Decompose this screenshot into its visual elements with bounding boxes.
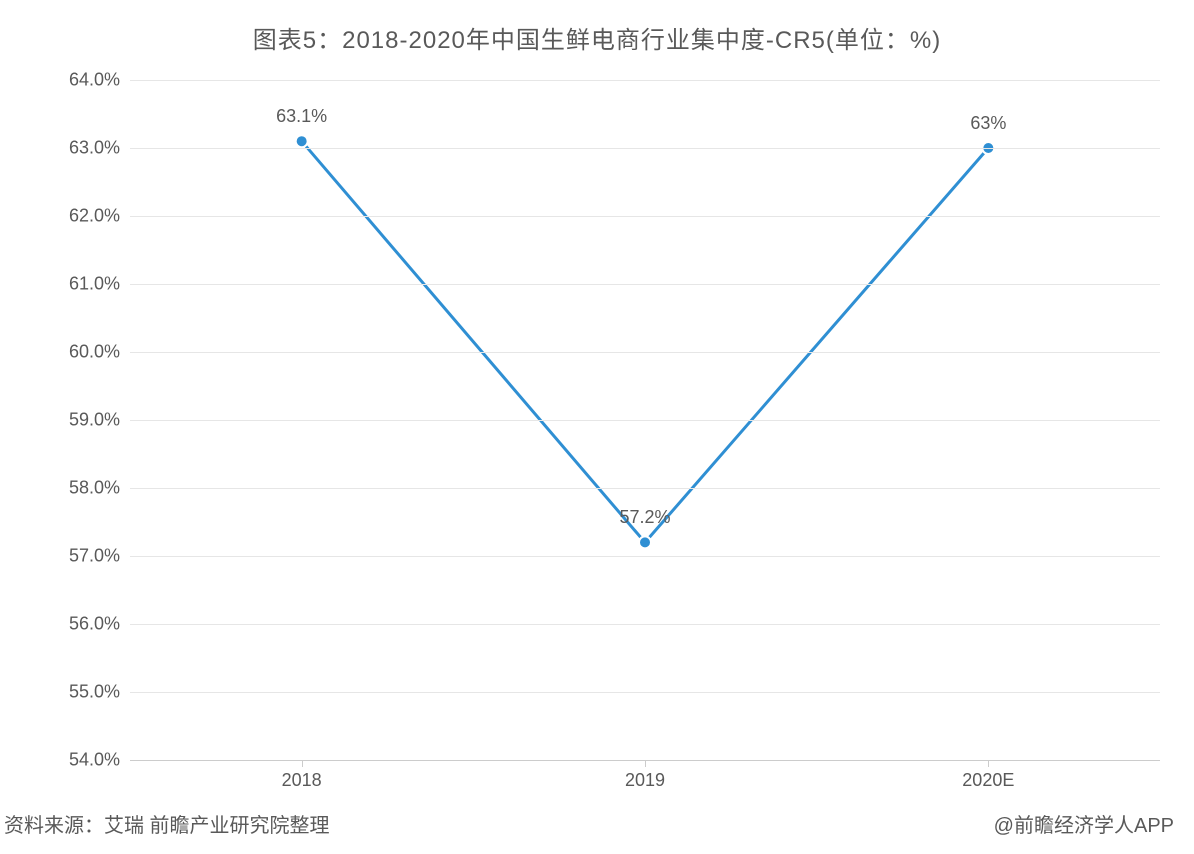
y-tick-label: 64.0% (10, 70, 120, 91)
x-tick-label: 2020E (962, 770, 1014, 791)
chart-area: 54.0% 55.0% 56.0% 57.0% 58.0% 59.0% 60.0% 61.0%… (0, 70, 1194, 790)
y-tick-label: 59.0% (10, 410, 120, 431)
data-marker (639, 536, 651, 548)
data-label: 57.2% (619, 507, 670, 528)
y-tick-label: 56.0% (10, 614, 120, 635)
source-text: 资料来源：艾瑞 前瞻产业研究院整理 (4, 809, 330, 838)
x-tick-mark (988, 760, 989, 767)
y-tick-label: 61.0% (10, 274, 120, 295)
data-label: 63.1% (276, 106, 327, 127)
y-tick-label: 62.0% (10, 206, 120, 227)
gridline (130, 352, 1160, 353)
y-tick-label: 55.0% (10, 682, 120, 703)
data-marker (296, 135, 308, 147)
y-tick-label: 57.0% (10, 546, 120, 567)
x-tick-mark (645, 760, 646, 767)
data-line (302, 141, 989, 542)
x-tick-mark (302, 760, 303, 767)
data-label: 63% (970, 113, 1006, 134)
gridline (130, 216, 1160, 217)
gridline (130, 80, 1160, 81)
y-tick-label: 54.0% (10, 750, 120, 771)
gridline (130, 420, 1160, 421)
x-tick-label: 2018 (282, 770, 322, 791)
attribution-text: @前瞻经济学人APP (994, 809, 1174, 838)
x-tick-label: 2019 (625, 770, 665, 791)
y-tick-label: 63.0% (10, 138, 120, 159)
gridline (130, 148, 1160, 149)
y-tick-label: 58.0% (10, 478, 120, 499)
chart-title: 图表5：2018-2020年中国生鲜电商行业集中度-CR5(单位：%) (0, 0, 1194, 55)
y-tick-label: 60.0% (10, 342, 120, 363)
gridline (130, 556, 1160, 557)
gridline (130, 284, 1160, 285)
gridline (130, 692, 1160, 693)
gridline (130, 488, 1160, 489)
gridline (130, 624, 1160, 625)
